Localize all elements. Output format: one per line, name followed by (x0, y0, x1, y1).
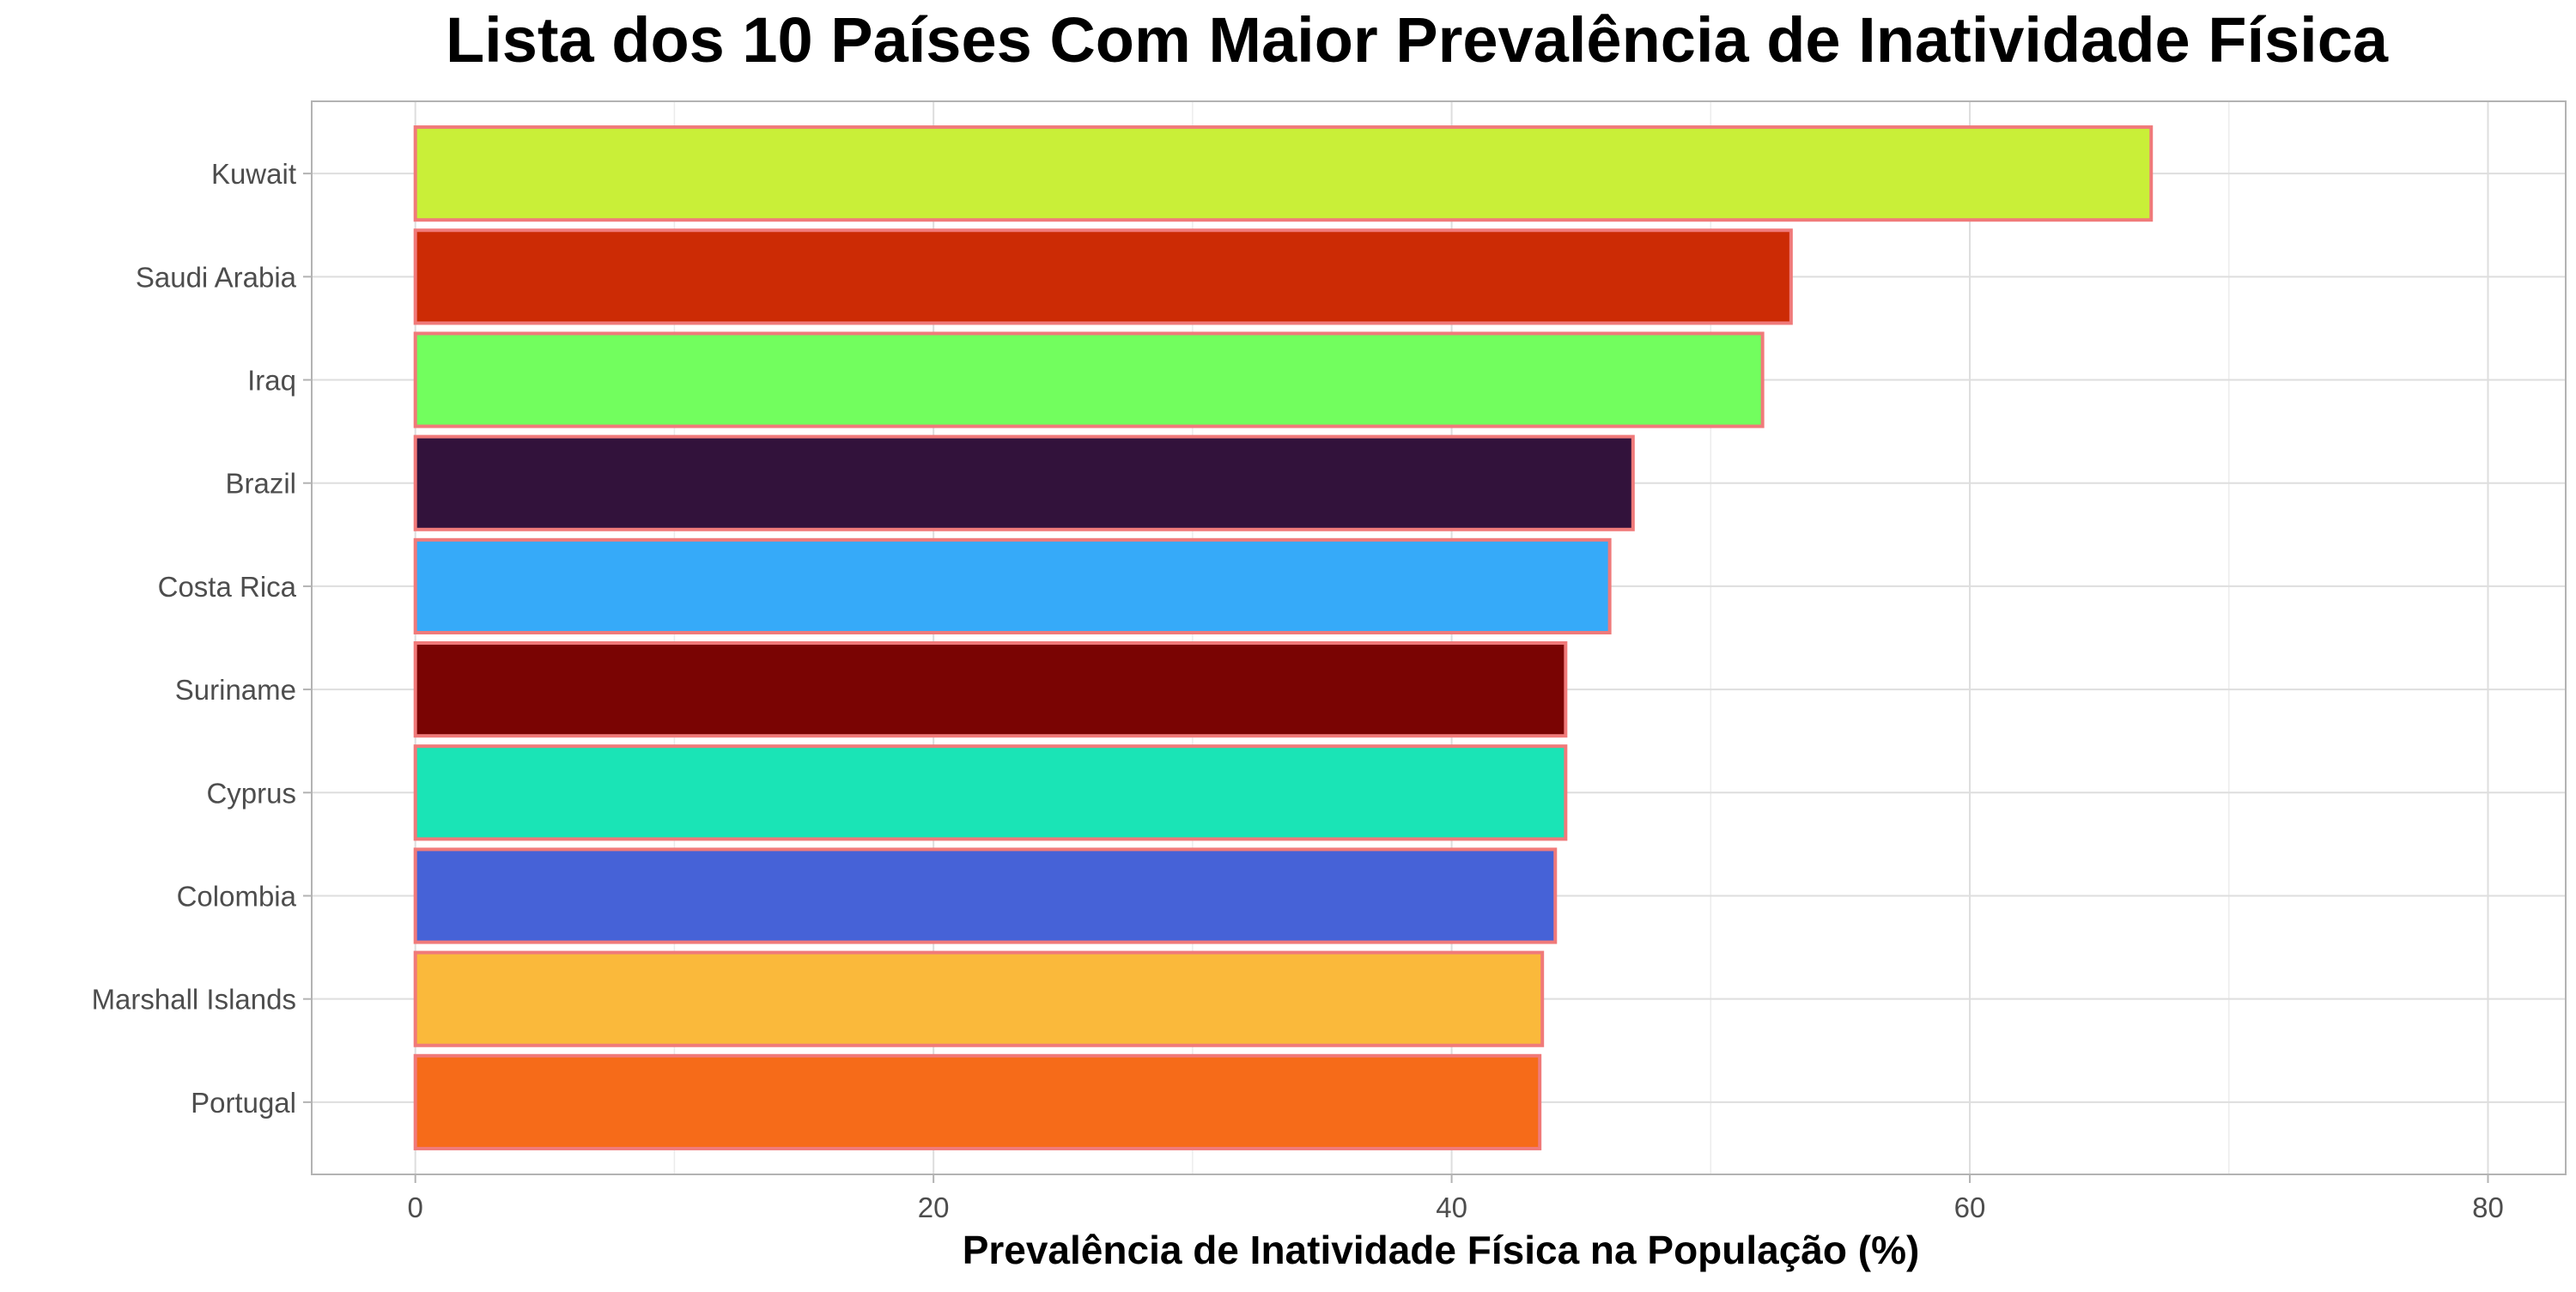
plot-panel-border (311, 100, 2567, 1175)
bar-suriname (413, 641, 1568, 738)
bar-costa-rica (413, 537, 1612, 634)
bar-portugal (413, 1053, 1542, 1150)
y-tick-label: Suriname (175, 674, 296, 706)
bars (413, 125, 2154, 1150)
chart-title: Lista dos 10 Países Com Maior Prevalênci… (446, 4, 2389, 76)
y-tick-label: Colombia (177, 880, 297, 912)
x-tick-label: 0 (408, 1192, 423, 1223)
y-tick-label: Iraq (247, 365, 296, 397)
bar-brazil (413, 434, 1635, 531)
x-tick-label: 40 (1436, 1192, 1467, 1223)
bar-colombia (413, 847, 1558, 944)
bar-saudi-arabia (413, 228, 1793, 325)
bar-cyprus (413, 744, 1568, 841)
x-axis-title: Prevalência de Inatividade Física na Pop… (963, 1228, 1920, 1272)
y-tick-label: Saudi Arabia (136, 261, 297, 293)
bar-marshall-islands (413, 950, 1545, 1047)
x-tick-label: 80 (2472, 1192, 2504, 1223)
x-tick-label: 60 (1954, 1192, 1986, 1223)
y-tick-label: Portugal (191, 1087, 296, 1119)
x-axis: 0 20 40 60 80 (408, 1174, 2504, 1223)
y-tick-label: Brazil (225, 468, 296, 500)
bar-kuwait (413, 125, 2154, 222)
y-tick-label: Costa Rica (158, 571, 297, 603)
x-tick-label: 20 (918, 1192, 950, 1223)
y-tick-label: Marshall Islands (92, 984, 296, 1016)
y-axis: Kuwait Saudi Arabia Iraq Brazil Costa Rica Su… (92, 158, 312, 1119)
y-tick-label: Cyprus (206, 777, 296, 809)
y-tick-label: Kuwait (211, 158, 296, 190)
bar-iraq (413, 331, 1765, 428)
